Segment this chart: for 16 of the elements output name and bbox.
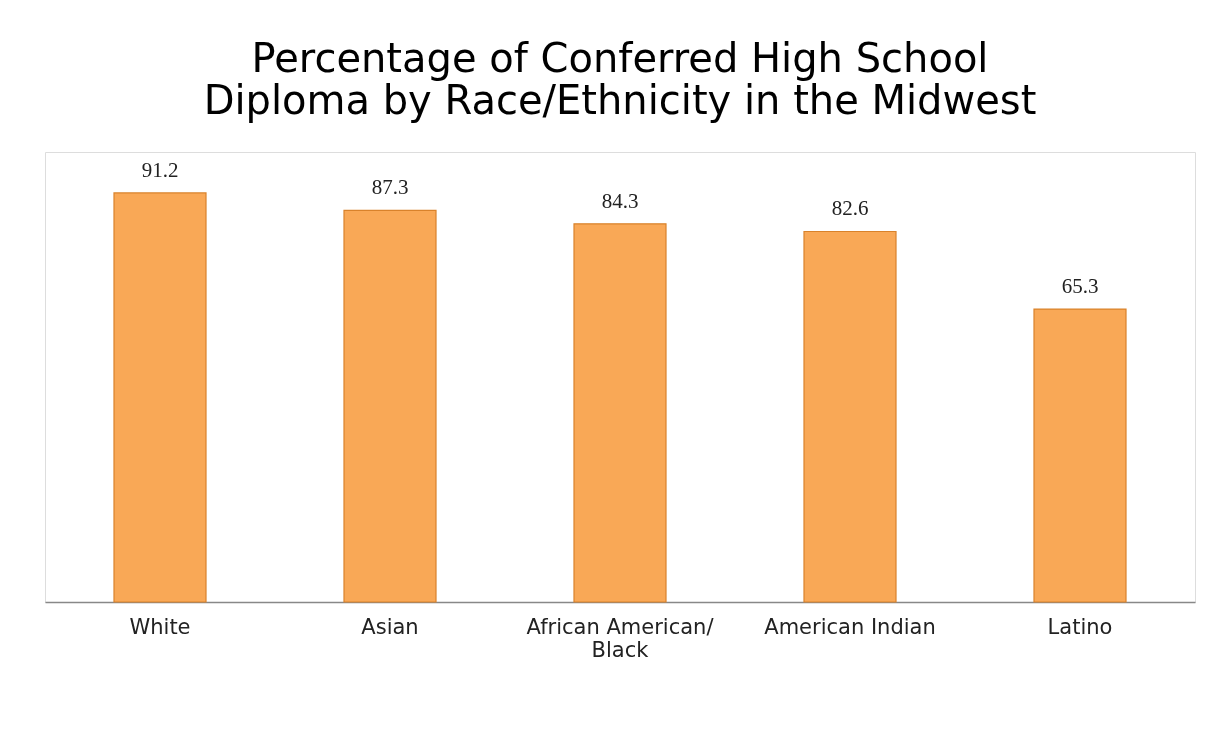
bar (1033, 308, 1127, 603)
data-label: 91.2 (141, 157, 179, 182)
bar (573, 223, 667, 603)
x-tick-label: Asian (361, 614, 419, 639)
x-tick-label: White (129, 614, 191, 639)
x-tick-label: African American/ Black (526, 614, 715, 662)
bar (343, 209, 437, 603)
data-label: 82.6 (831, 196, 869, 221)
data-label: 84.3 (601, 188, 639, 213)
bar (113, 192, 207, 603)
bar (803, 230, 897, 603)
text: Percentage of Conferred High School (251, 35, 989, 81)
x-tick-label: American Indian (764, 614, 936, 639)
data-label: 87.3 (371, 175, 409, 200)
x-tick-label: Latino (1047, 614, 1113, 639)
data-label: 65.3 (1061, 274, 1099, 299)
